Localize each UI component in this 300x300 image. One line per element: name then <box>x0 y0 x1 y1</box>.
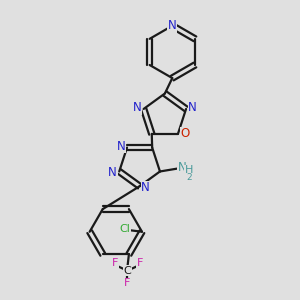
Text: N: N <box>168 19 177 32</box>
Text: N: N <box>188 101 197 114</box>
Text: F: F <box>124 278 130 288</box>
Text: N: N <box>108 167 117 179</box>
Text: N: N <box>178 160 187 173</box>
Text: N: N <box>117 140 125 153</box>
Text: F: F <box>112 258 118 268</box>
Text: O: O <box>181 128 190 140</box>
Text: 2: 2 <box>186 173 192 182</box>
Text: C: C <box>124 266 131 276</box>
Text: H: H <box>184 165 193 175</box>
Text: N: N <box>133 101 142 114</box>
Text: Cl: Cl <box>119 224 130 234</box>
Text: F: F <box>137 258 143 268</box>
Text: N: N <box>141 181 150 194</box>
